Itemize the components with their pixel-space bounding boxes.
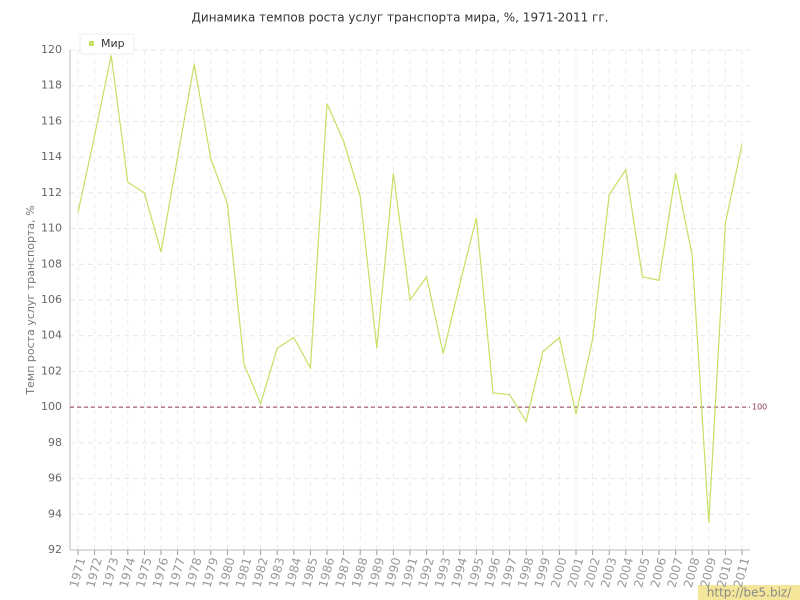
y-tick-label: 120 [41,43,62,56]
y-tick-label: 94 [48,507,62,520]
y-tick-label: 112 [41,186,62,199]
y-tick-label: 114 [41,150,62,163]
chart-title: Динамика темпов роста услуг транспорта м… [192,11,609,25]
y-tick-label: 110 [41,222,62,235]
y-tick-label: 98 [48,436,62,449]
y-tick-label: 116 [41,114,62,127]
y-tick-label: 104 [41,329,62,342]
watermark-bg [698,585,800,600]
y-axis-label: Темп роста услуг транспорта, % [24,205,37,395]
y-tick-label: 96 [48,472,62,485]
legend-swatch [89,41,94,46]
reference-label: 100 [752,403,767,412]
y-tick-label: 102 [41,364,62,377]
y-tick-label: 108 [41,257,62,270]
y-tick-label: 106 [41,293,62,306]
series-line [77,55,743,524]
watermark: http://be5.biz/ [707,586,792,600]
legend-label: Мир [101,37,125,50]
legend-box [79,33,135,55]
y-tick-label: 118 [41,79,62,92]
y-tick-label: 92 [48,543,62,556]
y-tick-label: 100 [41,400,62,413]
